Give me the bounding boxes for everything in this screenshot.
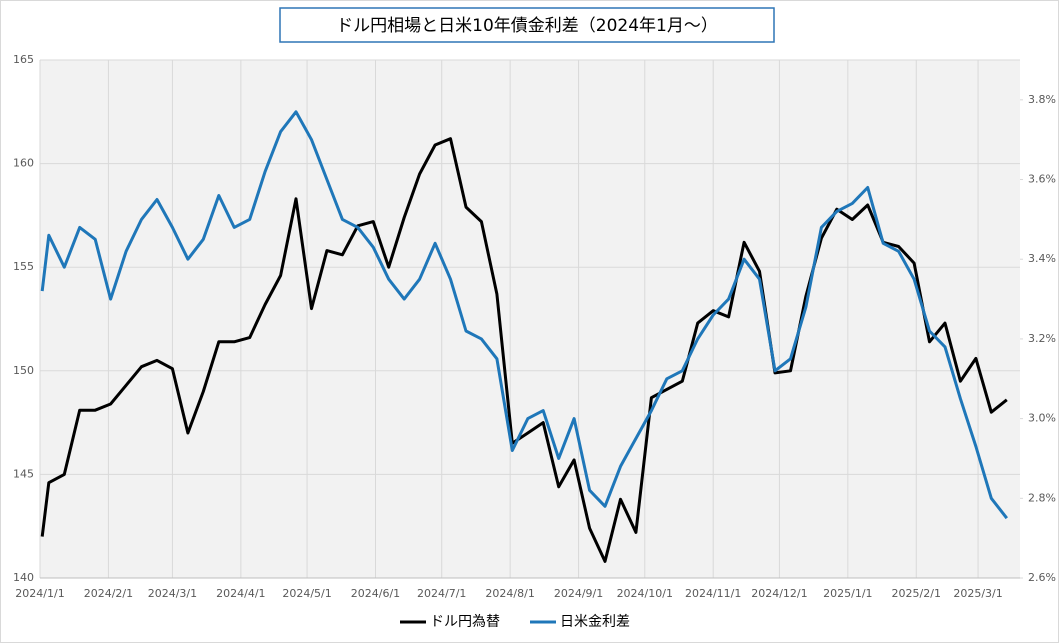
x-tick-label: 2024/10/1	[617, 587, 673, 600]
x-tick-label: 2024/3/1	[148, 587, 197, 600]
y-tick-label: 155	[13, 260, 34, 273]
x-tick-label: 2024/4/1	[216, 587, 265, 600]
x-tick-label: 2024/7/1	[417, 587, 466, 600]
y2-tick-label: 3.6%	[1028, 173, 1056, 186]
x-tick-label: 2024/6/1	[351, 587, 400, 600]
x-tick-label: 2024/11/1	[685, 587, 741, 600]
y-tick-label: 160	[13, 157, 34, 170]
x-tick-label: 2024/9/1	[554, 587, 603, 600]
y-tick-label: 165	[13, 53, 34, 66]
legend-label: 日米金利差	[560, 614, 630, 630]
x-tick-label: 2025/2/1	[892, 587, 941, 600]
plot-area	[40, 60, 1020, 578]
title-box	[279, 7, 775, 43]
x-tick-label: 2025/1/1	[823, 587, 872, 600]
y-tick-label: 150	[13, 364, 34, 377]
y2-tick-label: 3.4%	[1028, 252, 1056, 265]
y2-tick-label: 2.6%	[1028, 571, 1056, 584]
y-tick-label: 140	[13, 571, 34, 584]
y2-tick-label: 3.2%	[1028, 332, 1056, 345]
series-line	[40, 110, 1008, 520]
x-tick-label: 2025/3/1	[953, 587, 1002, 600]
y2-tick-label: 3.0%	[1028, 412, 1056, 425]
x-tick-label: 2024/1/1	[15, 587, 64, 600]
legend-label: ドル円為替	[430, 614, 500, 630]
x-tick-label: 2024/8/1	[485, 587, 534, 600]
chart-title: ドル円相場と日米10年債金利差（2024年1月～）	[336, 16, 718, 36]
x-tick-label: 2024/5/1	[282, 587, 331, 600]
series-line	[40, 137, 1008, 563]
x-tick-label: 2024/12/1	[751, 587, 807, 600]
y2-tick-label: 3.8%	[1028, 93, 1056, 106]
x-tick-label: 2024/2/1	[84, 587, 133, 600]
y-tick-label: 145	[13, 467, 34, 480]
y2-tick-label: 2.8%	[1028, 491, 1056, 504]
